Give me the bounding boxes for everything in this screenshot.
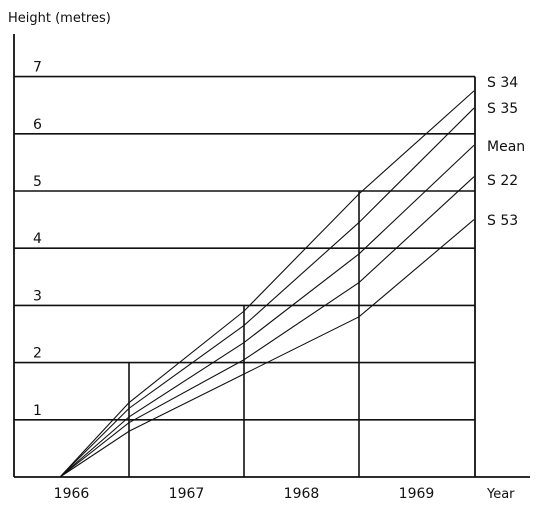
y-tick-label: 5 [33, 174, 42, 190]
series-line-s-53 [59, 219, 475, 478]
series-label: Mean [487, 139, 525, 155]
series-line-s-22 [59, 176, 475, 478]
series-label: S 34 [487, 75, 518, 91]
y-tick-labels: 1 2 3 4 5 6 7 [33, 60, 42, 419]
axes [13, 34, 530, 478]
gridlines [14, 75, 475, 477]
series-line-mean [59, 144, 475, 478]
series-label: S 22 [487, 173, 518, 189]
x-axis-title: Year [486, 487, 515, 502]
series-line-s-35 [59, 107, 475, 478]
y-axis-title: Height (metres) [8, 11, 111, 26]
y-tick-label: 1 [33, 403, 42, 419]
series-label: S 53 [487, 213, 518, 229]
y-tick-label: 4 [33, 231, 42, 247]
x-tick-label: 1966 [54, 486, 90, 502]
y-tick-label: 7 [33, 60, 42, 76]
x-tick-labels: 1966 1967 1968 1969 [54, 486, 435, 502]
series-line-s-34 [59, 90, 475, 478]
series-labels: S 34 S 35 Mean S 22 S 53 [487, 75, 525, 229]
series-lines [59, 90, 475, 478]
y-tick-label: 6 [33, 117, 42, 133]
y-tick-label: 2 [33, 346, 42, 362]
x-tick-label: 1969 [399, 486, 435, 502]
y-tick-label: 3 [33, 288, 42, 304]
x-tick-label: 1967 [169, 486, 205, 502]
series-label: S 35 [487, 101, 518, 117]
x-tick-label: 1968 [284, 486, 320, 502]
